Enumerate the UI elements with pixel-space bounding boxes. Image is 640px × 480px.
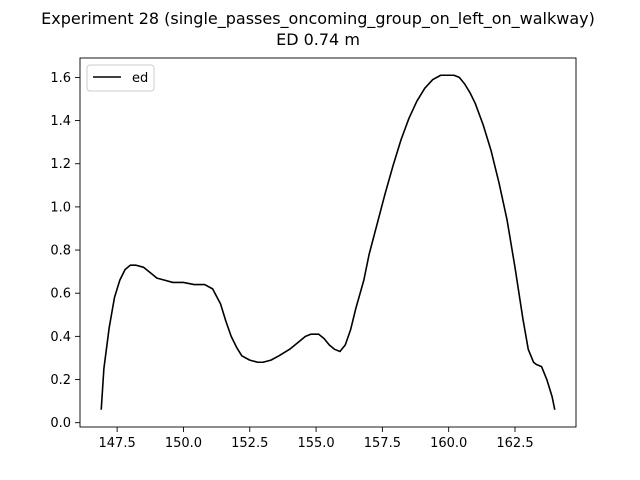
legend: ed bbox=[86, 64, 155, 92]
x-tick-label: 157.5 bbox=[364, 436, 401, 451]
y-tick-label: 1.6 bbox=[50, 71, 71, 86]
y-tick-label: 0.2 bbox=[50, 373, 71, 388]
y-tick-label: 0.0 bbox=[50, 416, 71, 431]
axes-frame bbox=[79, 57, 577, 428]
plot-area bbox=[79, 57, 577, 428]
x-tick-label: 160.0 bbox=[430, 436, 467, 451]
legend-box bbox=[86, 64, 155, 92]
y-tick-label: 0.6 bbox=[50, 287, 71, 302]
y-axis: 0.0 0.2 0.4 0.6 0.8 1.0 1.2 1.4 1.6 bbox=[50, 71, 80, 431]
chart-title: Experiment 28 (single_passes_oncoming_gr… bbox=[41, 9, 595, 29]
legend-label-ed: ed bbox=[132, 71, 148, 86]
x-tick-label: 162.5 bbox=[496, 436, 533, 451]
y-tick-label: 1.4 bbox=[50, 114, 71, 129]
y-tick-label: 0.8 bbox=[50, 244, 71, 259]
x-tick-label: 155.0 bbox=[297, 436, 334, 451]
x-tick-label: 152.5 bbox=[231, 436, 268, 451]
y-tick-label: 0.4 bbox=[50, 330, 71, 345]
x-tick-label: 150.0 bbox=[165, 436, 202, 451]
x-axis: 147.5 150.0 152.5 155.0 157.5 160.0 162.5 bbox=[99, 427, 534, 451]
series-line-ed bbox=[100, 74, 556, 410]
x-tick-label: 147.5 bbox=[99, 436, 136, 451]
chart-subtitle: ED 0.74 m bbox=[276, 30, 360, 49]
y-tick-label: 1.2 bbox=[50, 157, 71, 172]
y-tick-label: 1.0 bbox=[50, 200, 71, 215]
